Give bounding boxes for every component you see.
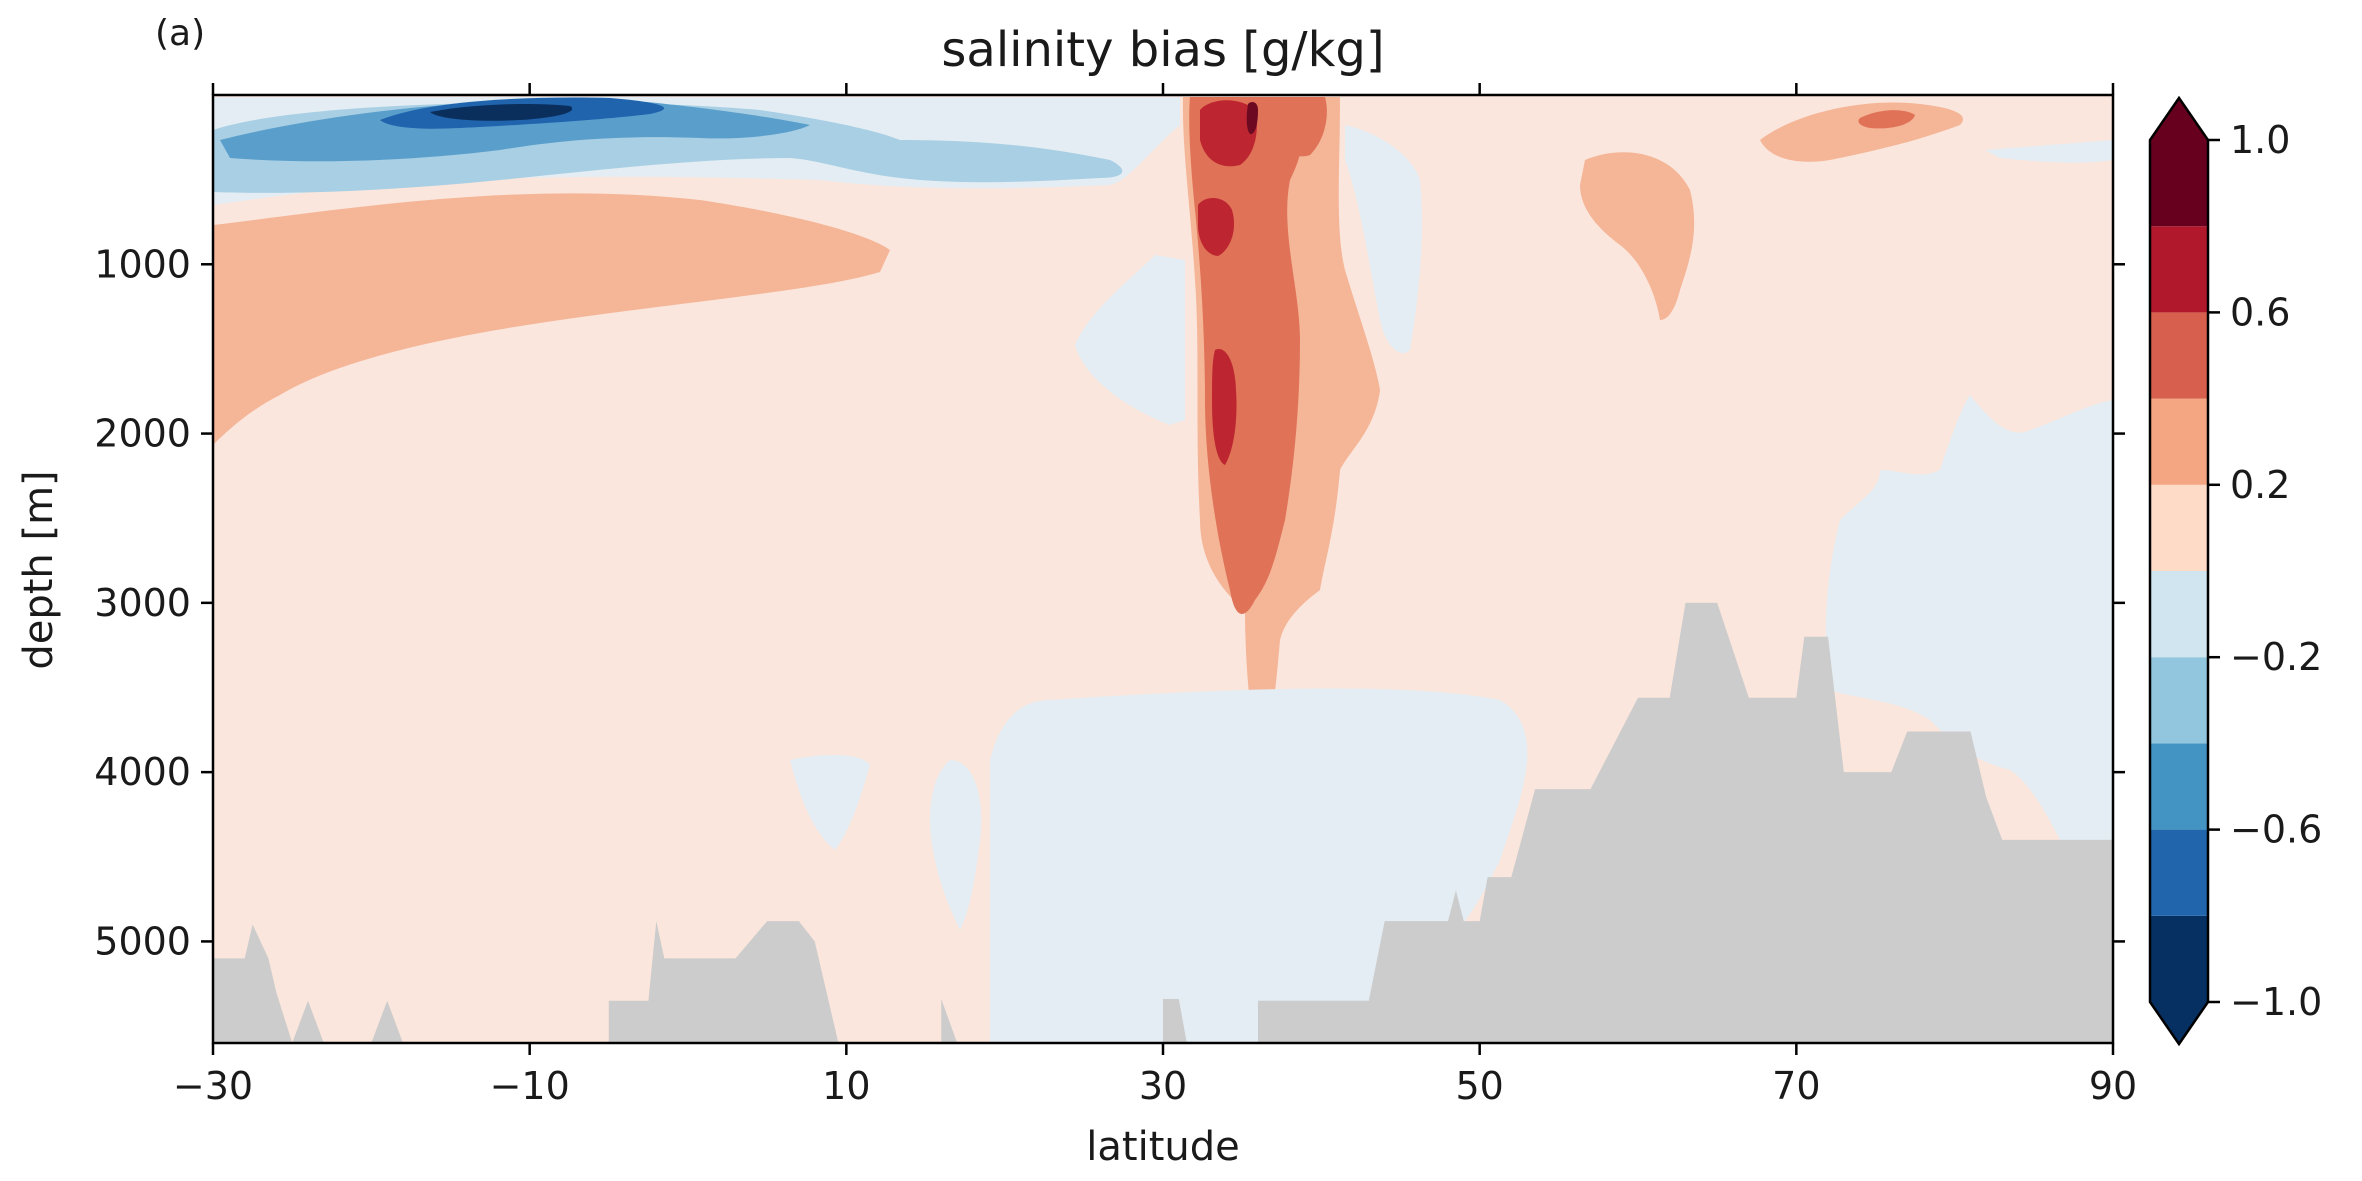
contour-dark-red-top (1200, 100, 1257, 167)
y-tick-label: 1000 (94, 242, 191, 286)
x-tick-label: 30 (1139, 1064, 1187, 1108)
colorbar-segment (2150, 657, 2208, 744)
x-tick-label: 70 (1772, 1064, 1820, 1108)
colorbar-tick-label: −1.0 (2230, 980, 2322, 1024)
colorbar-segment (2150, 571, 2208, 658)
contour-dark-red-deep (1212, 349, 1237, 465)
x-axis-label: latitude (1086, 1124, 1239, 1170)
chart-title: salinity bias [g/kg] (941, 22, 1384, 78)
y-tick-label: 5000 (94, 919, 191, 963)
colorbar-segment (2150, 484, 2208, 571)
colorbar-segment (2150, 226, 2208, 313)
y-axis-label: depth [m] (16, 470, 62, 669)
contour-dark-red-mid (1198, 198, 1235, 256)
panel-label: (a) (155, 13, 205, 54)
y-tick-label: 3000 (94, 581, 191, 625)
colorbar-segment (2150, 829, 2208, 916)
seafloor-topography (213, 602, 2113, 1043)
contour-light-blue-east-gyre (1345, 125, 1422, 354)
y-tick-label: 2000 (94, 412, 191, 456)
x-tick-label: −10 (490, 1064, 570, 1108)
y-axis: 1000 2000 3000 4000 5000 (94, 242, 2125, 963)
colorbar-tick-label: 0.6 (2230, 290, 2290, 334)
colorbar-tick-label: 0.2 (2230, 463, 2290, 507)
contour-light-red-north-tongue (1580, 152, 1695, 320)
contour-red-upper-east (1263, 97, 1327, 157)
colorbar: −1.0 −0.6 −0.2 0.2 0.6 1.0 (2148, 95, 2322, 1047)
x-tick-label: 90 (2089, 1064, 2137, 1108)
y-tick-label: 4000 (94, 750, 191, 794)
colorbar-segment (2150, 743, 2208, 830)
colorbar-segment (2150, 140, 2208, 227)
x-axis: −30 −10 10 30 50 70 90 (173, 83, 2137, 1108)
x-tick-label: −30 (173, 1064, 253, 1108)
colorbar-segment (2150, 915, 2208, 1002)
colorbar-tick-label: −0.2 (2230, 635, 2322, 679)
colorbar-segment (2150, 398, 2208, 485)
colorbar-tick-label: 1.0 (2230, 118, 2290, 162)
colorbar-segment (2150, 312, 2208, 399)
contour-light-red-south (213, 193, 890, 445)
x-tick-label: 50 (1455, 1064, 1503, 1108)
contour-red-north (1858, 110, 1915, 129)
contour-light-blue-deep-west (790, 755, 870, 850)
plot-area (213, 95, 2113, 1043)
x-tick-label: 10 (822, 1064, 870, 1108)
contour-navy-surface (430, 104, 573, 121)
contour-light-blue-deep-mid (930, 760, 982, 930)
colorbar-tick-label: −0.6 (2230, 808, 2322, 852)
contour-maroon-top (1246, 102, 1258, 135)
colorbar-extend-max (2150, 98, 2208, 140)
colorbar-extend-min (2150, 1002, 2208, 1044)
contour-light-blue-north-deep (1825, 395, 2113, 840)
contour-blue-surface (220, 98, 810, 162)
contour-light-blue-north-upper (1985, 140, 2113, 163)
contour-light-blue-west-gyre (1075, 255, 1185, 425)
